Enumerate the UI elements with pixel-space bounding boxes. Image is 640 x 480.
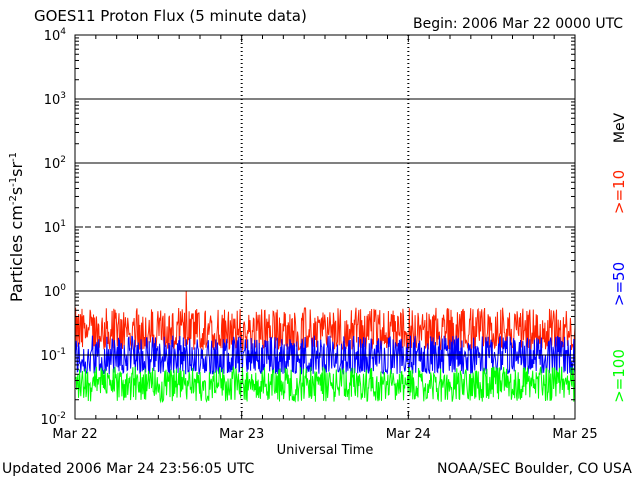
updated-time: Updated 2006 Mar 24 23:56:05 UTC bbox=[2, 461, 255, 477]
x-tick-label: Mar 24 bbox=[386, 427, 431, 442]
legend-series-50: >=50 bbox=[610, 262, 628, 306]
y-tick-label: 10-2 bbox=[40, 411, 66, 428]
legend-series-100: >=100 bbox=[610, 349, 628, 403]
begin-time: Begin: 2006 Mar 22 0000 UTC bbox=[413, 16, 624, 32]
x-axis-label: Universal Time bbox=[277, 443, 374, 458]
legend-unit: MeV bbox=[612, 112, 628, 143]
y-tick-label: 101 bbox=[44, 219, 66, 236]
series-line-ge100 bbox=[74, 366, 576, 404]
series-line-ge10 bbox=[74, 290, 576, 352]
y-tick-label: 10-1 bbox=[40, 347, 66, 364]
y-label-exp3: -1 bbox=[8, 152, 19, 162]
legend-series-10: >=10 bbox=[610, 170, 628, 214]
x-tick-label: Mar 22 bbox=[52, 427, 97, 442]
y-tick-label: 103 bbox=[44, 91, 66, 108]
credit: NOAA/SEC Boulder, CO USA bbox=[437, 461, 632, 477]
y-axis-label: Particles cm-2s-1sr-1 bbox=[7, 152, 26, 302]
y-label-sr: sr bbox=[7, 162, 26, 177]
series-layer bbox=[74, 290, 576, 404]
y-tick-label: 102 bbox=[44, 155, 66, 172]
y-label-s: s bbox=[7, 187, 26, 195]
y-label-main: Particles cm bbox=[7, 205, 26, 302]
y-tick-label: 104 bbox=[44, 27, 67, 44]
axes-layer: 10-2 10-1 100 101 102 103 104 Mar 22 Mar 23 Mar 2… bbox=[40, 27, 597, 442]
chart-title: GOES11 Proton Flux (5 minute data) bbox=[34, 7, 307, 25]
y-label-exp1: -2 bbox=[8, 195, 19, 205]
y-label-exp2: -1 bbox=[8, 177, 19, 187]
x-tick-label: Mar 23 bbox=[219, 427, 264, 442]
y-tick-label: 100 bbox=[44, 283, 67, 300]
grid-layer bbox=[75, 35, 575, 419]
x-tick-label: Mar 25 bbox=[552, 427, 597, 442]
